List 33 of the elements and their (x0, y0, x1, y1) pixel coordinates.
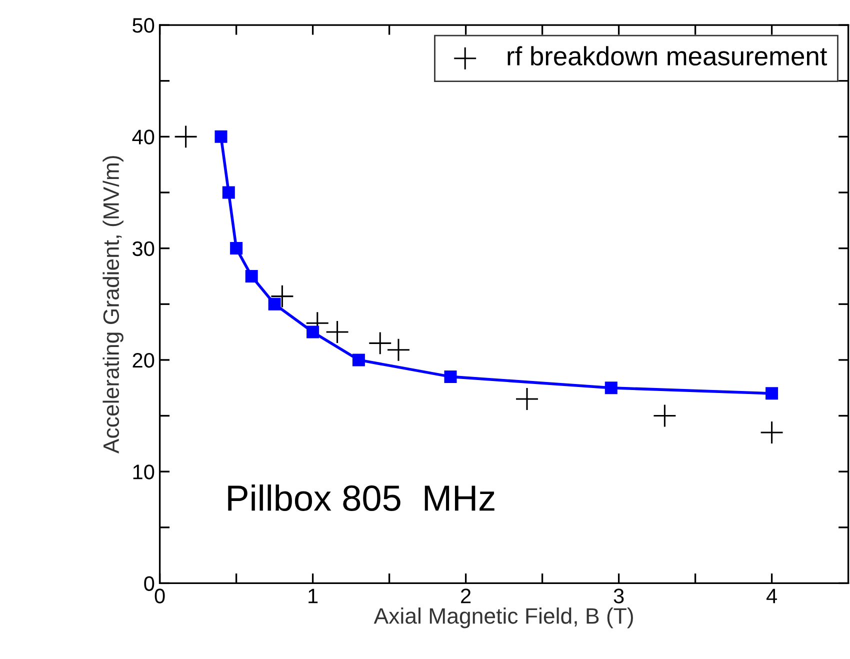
point (444, 370, 457, 383)
point (654, 404, 676, 427)
x-tick-label: 3 (614, 588, 624, 604)
point (306, 326, 320, 338)
x-tick-label: 1 (308, 588, 318, 604)
y-tick-label: 10 (133, 464, 154, 480)
point (326, 321, 348, 344)
point (174, 126, 197, 148)
y-tick-label: 30 (132, 241, 154, 256)
legend-label: rf breakdown measurement (508, 46, 828, 66)
point (604, 382, 618, 394)
annotation: Pillbox 805 MHz (228, 484, 494, 512)
point (271, 285, 294, 308)
point (230, 242, 243, 255)
y-tick-label: 40 (132, 130, 154, 144)
point (245, 270, 258, 282)
y-tick-label: 0 (144, 576, 154, 591)
point (222, 186, 235, 199)
x-tick-label: 2 (461, 588, 471, 604)
point (388, 338, 410, 361)
point (214, 130, 228, 143)
point (369, 332, 392, 354)
point (516, 388, 538, 410)
x-tick-label: 4 (766, 588, 777, 604)
point (352, 354, 365, 366)
point (766, 387, 778, 400)
y-tick-label: 20 (132, 352, 154, 368)
point (760, 422, 783, 444)
y-axis-title: Accelerating Gradient, (MV/m) (102, 156, 124, 454)
x-tick-label: 0 (154, 588, 165, 604)
x-axis-title: Axial Magnetic Field, B (T) (374, 607, 633, 628)
y-tick-label: 50 (132, 18, 154, 33)
point (268, 298, 281, 310)
